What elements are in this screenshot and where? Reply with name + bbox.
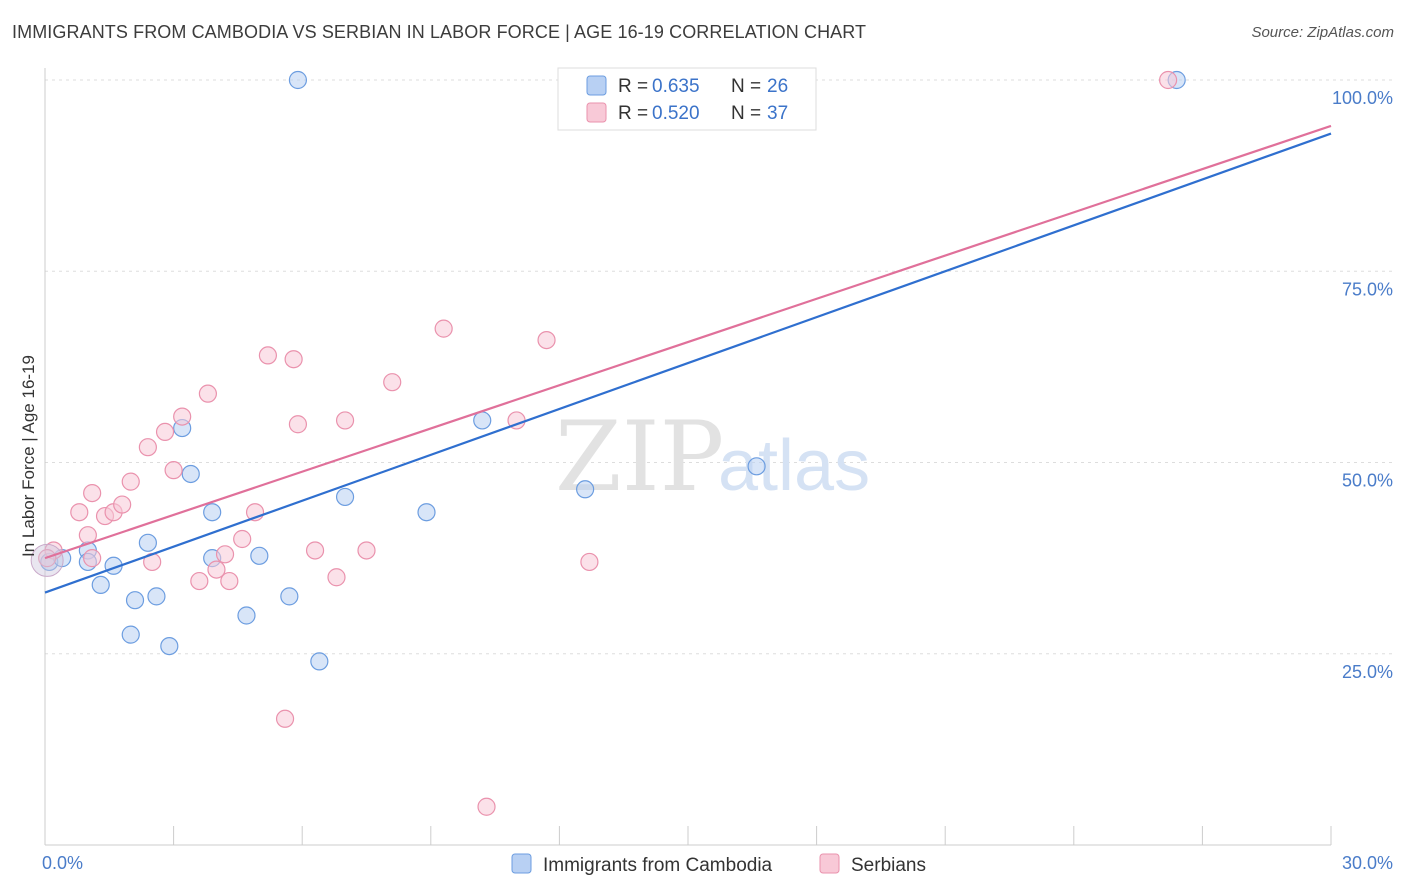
point-series-0-13 <box>203 503 222 522</box>
legend-swatch-serbians <box>586 102 607 123</box>
point-series-1-7 <box>113 495 132 514</box>
point-series-1-22 <box>275 709 295 728</box>
legend-bottom-label-serbians: Serbians <box>851 855 926 876</box>
legend-n-value-1: 37 <box>767 103 788 124</box>
y-tick-label-3: 100.0% <box>1332 88 1393 108</box>
point-series-1-26 <box>327 568 346 587</box>
watermark-atlas: atlas <box>718 426 870 506</box>
y-tick-label-2: 75.0% <box>1342 279 1393 299</box>
trend-line-1 <box>44 124 1332 560</box>
point-series-0-12 <box>181 464 200 484</box>
point-series-0-17 <box>280 587 299 606</box>
chart-source: Source: ZipAtlas.com <box>1251 24 1394 41</box>
point-series-0-6 <box>121 625 140 644</box>
point-series-1-35 <box>1159 70 1178 90</box>
y-tick-label-0: 25.0% <box>1342 662 1393 682</box>
point-series-1-25 <box>305 541 325 560</box>
point-series-0-21 <box>417 503 436 522</box>
chart-title: IMMIGRANTS FROM CAMBODIA VS SERBIAN IN L… <box>12 22 867 42</box>
point-series-0-15 <box>237 606 256 625</box>
legend-r-label-0: R = <box>618 76 648 97</box>
point-series-1-34 <box>580 552 599 572</box>
trend-lines <box>44 124 1332 594</box>
point-series-1-9 <box>138 438 157 457</box>
point-series-1-30 <box>434 319 453 338</box>
legend-top: R = 0.635 N = 26 R = 0.520 N = 37 <box>557 67 817 131</box>
watermark: ZIP atlas <box>555 401 870 513</box>
point-series-1-31 <box>477 797 496 816</box>
point-series-1-13 <box>173 407 192 426</box>
x-tick-label-0: 0.0% <box>42 853 83 873</box>
point-series-0-24 <box>747 457 766 476</box>
legend-bottom-swatch-serbians <box>819 853 840 874</box>
point-series-1-11 <box>155 422 175 441</box>
point-series-0-16 <box>250 546 269 565</box>
legend-bottom: Immigrants from Cambodia Serbians <box>511 853 926 876</box>
point-series-1-8 <box>121 472 140 491</box>
point-series-1-24 <box>288 415 308 434</box>
legend-r-value-1: 0.520 <box>652 103 700 124</box>
point-series-0-23 <box>576 480 595 499</box>
point-series-1-16 <box>207 560 226 579</box>
point-series-1-21 <box>258 346 278 365</box>
tick-labels: 25.0% 50.0% 75.0% 100.0% 0.0% 30.0% <box>42 88 1393 873</box>
point-series-1-29 <box>383 373 402 392</box>
point-series-0-18 <box>288 70 308 90</box>
point-series-0-10 <box>160 636 179 656</box>
point-cluster-origin <box>30 543 64 577</box>
point-series-1-18 <box>220 571 239 591</box>
point-series-0-22 <box>473 411 492 430</box>
point-series-1-27 <box>335 411 355 430</box>
point-series-1-28 <box>357 541 376 560</box>
point-series-1-15 <box>198 384 217 403</box>
trend-line-0 <box>44 132 1332 594</box>
point-series-0-7 <box>125 591 145 610</box>
legend-r-value-0: 0.635 <box>652 76 700 97</box>
legend-bottom-swatch-cambodia <box>511 853 532 874</box>
point-series-0-20 <box>335 487 355 507</box>
point-series-1-12 <box>164 461 183 480</box>
point-series-1-3 <box>83 549 102 568</box>
x-tick-label-1: 30.0% <box>1342 853 1393 873</box>
y-axis-label: In Labor Force | Age 16-19 <box>19 355 38 557</box>
point-series-1-17 <box>215 545 235 564</box>
grid-lines <box>45 79 1392 655</box>
point-series-1-19 <box>233 529 252 549</box>
axes <box>44 68 1332 846</box>
point-series-0-9 <box>147 587 166 606</box>
legend-n-label-0: N = <box>731 76 761 97</box>
point-series-1-33 <box>537 331 556 350</box>
y-tick-label-1: 50.0% <box>1342 471 1393 491</box>
point-series-1-23 <box>284 350 303 369</box>
legend-r-label-1: R = <box>618 103 648 124</box>
point-series-0-5 <box>91 575 110 595</box>
legend-bottom-label-cambodia: Immigrants from Cambodia <box>543 855 773 876</box>
point-series-1-1 <box>70 503 89 522</box>
point-series-1-4 <box>83 484 102 503</box>
point-series-0-19 <box>310 652 329 671</box>
point-series-0-8 <box>138 533 157 552</box>
legend-swatch-cambodia <box>586 75 607 96</box>
data-points <box>30 70 1186 816</box>
legend-n-label-1: N = <box>731 103 761 124</box>
legend-n-value-0: 26 <box>767 76 788 97</box>
point-series-1-14 <box>190 571 209 591</box>
